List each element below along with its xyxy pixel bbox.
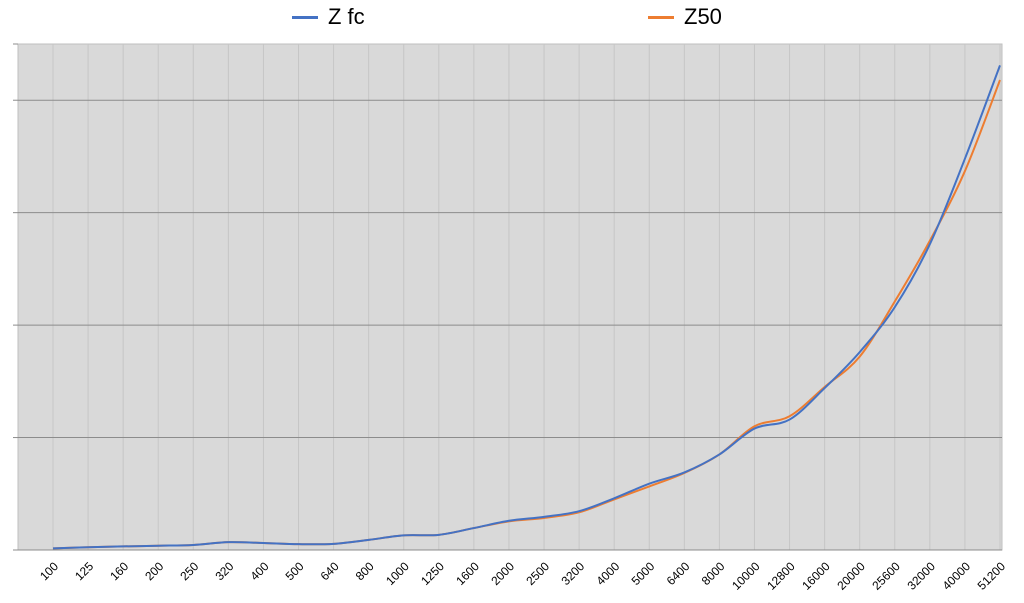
legend-label-z-fc: Z fc <box>328 4 365 29</box>
x-tick-label: 200 <box>142 559 166 583</box>
legend-swatch-z-fc <box>292 15 318 19</box>
x-tick-label: 40000 <box>940 559 974 593</box>
plot-area <box>17 43 1003 551</box>
x-tick-label: 5000 <box>629 559 658 588</box>
x-tick-label: 640 <box>318 559 342 583</box>
legend-swatch-z50 <box>648 15 674 19</box>
x-tick-label: 8000 <box>699 559 728 588</box>
x-tick-label: 400 <box>248 559 272 583</box>
x-tick-label: 32000 <box>904 559 938 593</box>
x-tick-label: 1000 <box>383 559 412 588</box>
x-tick-label: 250 <box>177 559 201 583</box>
legend-label-z50: Z50 <box>684 4 722 29</box>
x-tick-label: 6400 <box>664 559 693 588</box>
x-tick-label: 20000 <box>834 559 868 593</box>
x-tick-label: 1250 <box>418 559 447 588</box>
x-tick-label: 16000 <box>799 559 833 593</box>
x-tick-label: 12800 <box>764 559 798 593</box>
x-tick-label: 4000 <box>594 559 623 588</box>
x-tick-label: 800 <box>353 559 377 583</box>
series-line-z-fc <box>52 65 1001 550</box>
x-tick-label: 100 <box>37 559 61 583</box>
x-tick-label: 51200 <box>975 559 1009 593</box>
x-tick-label: 125 <box>72 559 96 583</box>
x-tick-label: 2000 <box>488 559 517 588</box>
x-tick-label: 320 <box>212 559 236 583</box>
chart-legend: Z fc Z50 <box>0 4 1024 36</box>
x-tick-label: 3200 <box>558 559 587 588</box>
legend-item-z-fc: Z fc <box>292 4 365 30</box>
x-tick-label: 25600 <box>869 559 903 593</box>
legend-item-z50: Z50 <box>648 4 722 30</box>
x-tick-label: 160 <box>107 559 131 583</box>
x-tick-label: 1600 <box>453 559 482 588</box>
x-tick-label: 10000 <box>729 559 763 593</box>
x-tick-label: 500 <box>283 559 307 583</box>
x-tick-label: 2500 <box>523 559 552 588</box>
